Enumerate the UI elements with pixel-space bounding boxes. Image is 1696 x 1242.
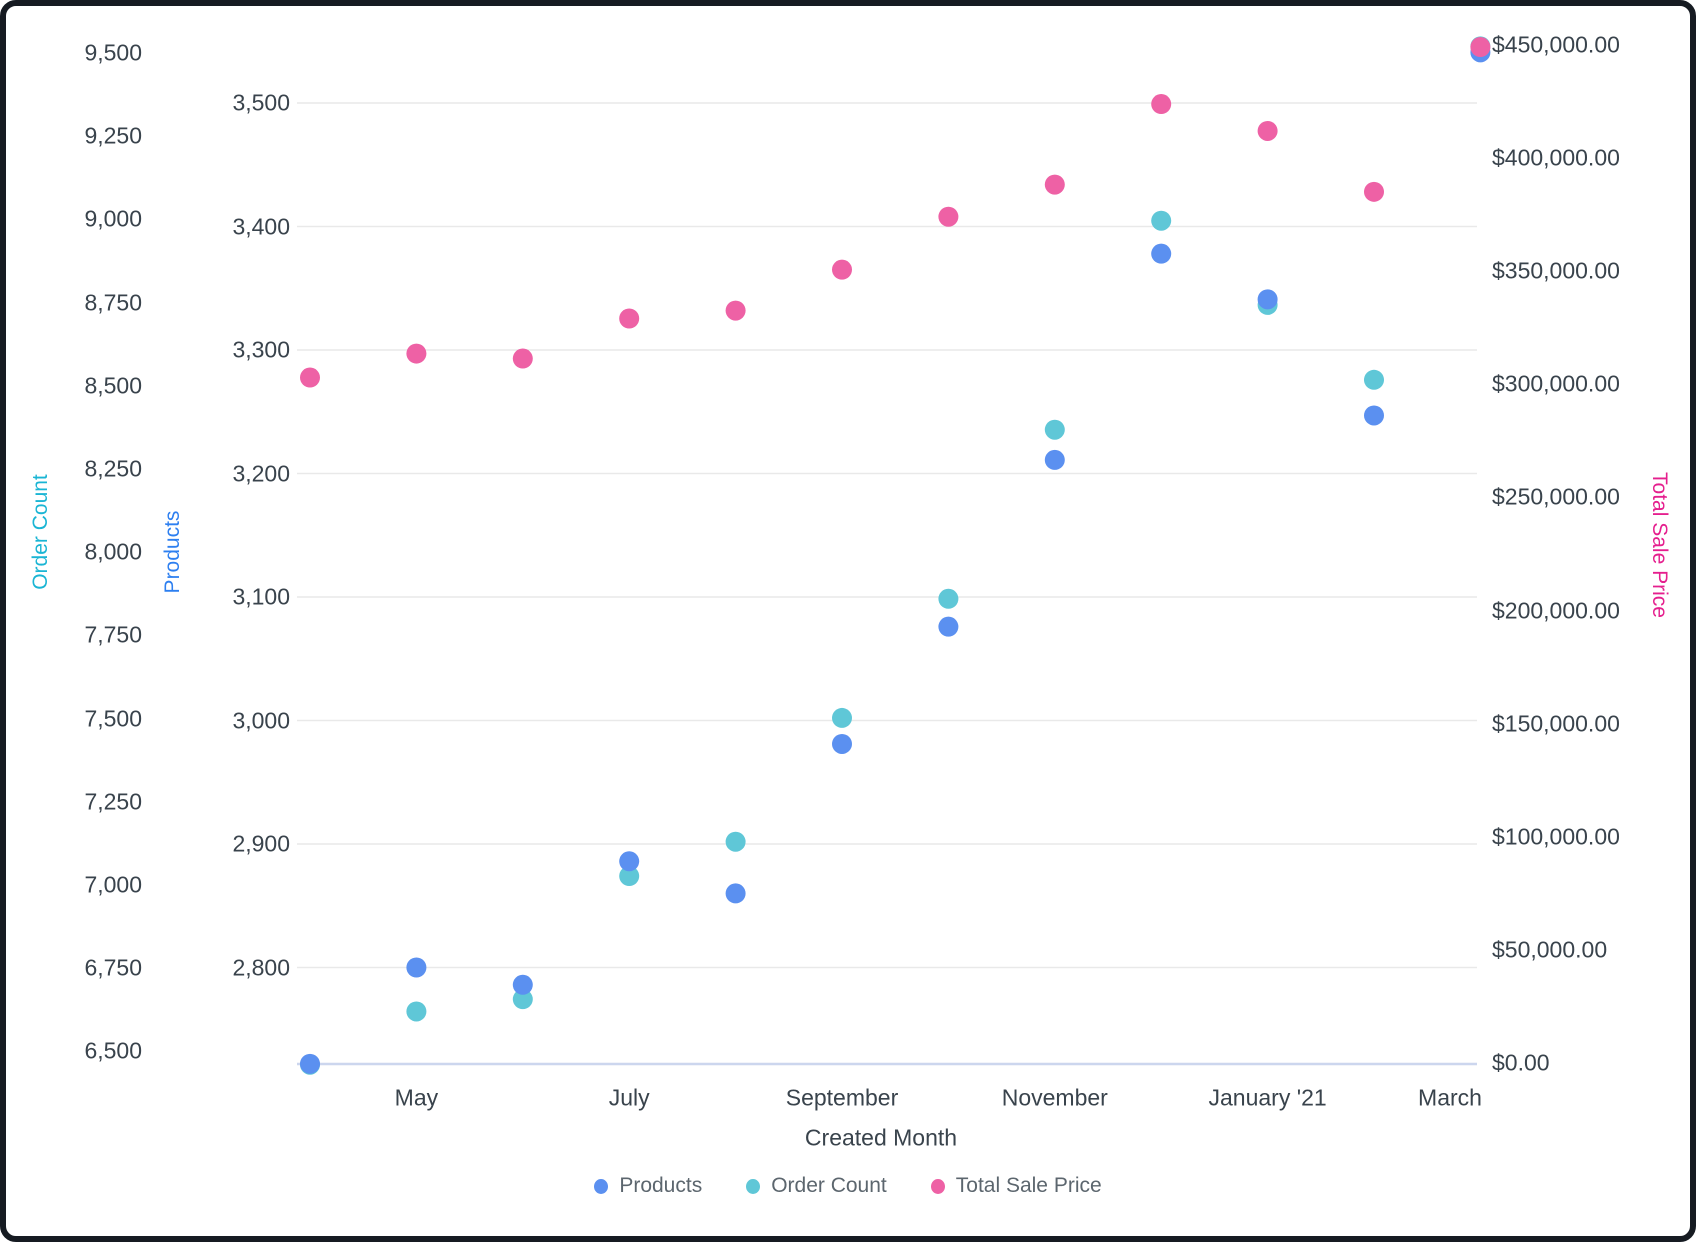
data-point-products-december[interactable] — [1151, 243, 1172, 264]
data-point-products-october[interactable] — [938, 616, 959, 637]
x-axis-title: Created Month — [804, 1124, 958, 1151]
y-tick-order-count: 8,000 — [84, 538, 142, 565]
data-point-order_count-july[interactable] — [619, 866, 640, 887]
x-tick-month: July — [608, 1084, 650, 1111]
data-point-products-july[interactable] — [619, 851, 640, 872]
x-tick-month: May — [394, 1084, 439, 1111]
y-tick-total-sale-price: $50,000.00 — [1492, 936, 1608, 963]
data-point-total_sale_price-april[interactable] — [300, 367, 320, 388]
data-point-total_sale_price-march[interactable] — [1470, 37, 1491, 58]
data-point-order_count-september[interactable] — [832, 707, 852, 728]
data-point-products-february[interactable] — [1364, 405, 1384, 426]
legend-item-products[interactable]: Products — [594, 1174, 702, 1198]
data-point-total_sale_price-may[interactable] — [406, 343, 427, 364]
legend-dot-icon — [746, 1178, 761, 1194]
y-tick-products: 3,200 — [232, 460, 290, 486]
data-point-total_sale_price-january-21[interactable] — [1257, 120, 1278, 141]
y-tick-total-sale-price: $350,000.00 — [1492, 257, 1620, 284]
y-tick-order-count: 9,000 — [84, 205, 142, 232]
legend-label: Order Count — [771, 1174, 887, 1197]
data-point-products-june[interactable] — [512, 974, 533, 995]
y-tick-total-sale-price: $150,000.00 — [1492, 710, 1620, 737]
y-tick-order-count: 9,500 — [84, 39, 142, 66]
y-tick-order-count: 7,000 — [84, 871, 142, 898]
y-tick-order-count: 9,250 — [84, 122, 142, 149]
legend-label: Total Sale Price — [955, 1174, 1102, 1197]
data-point-products-november[interactable] — [1044, 449, 1065, 470]
y-axis-title-products: Products — [161, 510, 184, 594]
data-point-total_sale_price-november[interactable] — [1044, 174, 1065, 195]
y-tick-order-count: 8,750 — [84, 289, 142, 316]
y-tick-total-sale-price: $250,000.00 — [1492, 483, 1620, 510]
data-point-total_sale_price-june[interactable] — [512, 348, 533, 369]
data-point-total_sale_price-october[interactable] — [938, 206, 959, 227]
y-tick-products: 3,500 — [232, 89, 290, 116]
data-point-total_sale_price-december[interactable] — [1151, 94, 1172, 115]
data-point-order_count-february[interactable] — [1364, 369, 1384, 390]
y-tick-total-sale-price: $300,000.00 — [1492, 370, 1620, 397]
legend-label: Products — [619, 1174, 703, 1197]
y-tick-order-count: 7,250 — [84, 788, 142, 815]
legend-item-order-count[interactable]: Order Count — [746, 1174, 887, 1198]
legend-dot-icon — [594, 1178, 609, 1194]
y-axis-title-total-sale-price: Total Sale Price — [1648, 472, 1671, 618]
y-tick-order-count: 7,750 — [84, 621, 142, 648]
y-tick-total-sale-price: $0.00 — [1492, 1049, 1550, 1076]
x-tick-month: November — [1001, 1084, 1108, 1111]
y-tick-products: 3,100 — [232, 583, 290, 610]
data-point-order_count-november[interactable] — [1044, 419, 1065, 440]
x-tick-month: January '21 — [1208, 1084, 1327, 1111]
data-point-products-may[interactable] — [406, 957, 427, 978]
legend: Products Order Count Total Sale Price — [0, 1174, 1696, 1198]
y-tick-order-count: 6,500 — [84, 1037, 142, 1064]
y-tick-order-count: 8,250 — [84, 455, 142, 482]
data-point-order_count-june[interactable] — [512, 989, 533, 1010]
y-tick-products: 2,900 — [232, 830, 290, 857]
y-tick-total-sale-price: $450,000.00 — [1492, 31, 1620, 58]
data-point-order_count-october[interactable] — [938, 588, 959, 609]
y-tick-products: 3,300 — [232, 336, 290, 363]
legend-dot-icon — [930, 1178, 945, 1194]
y-tick-order-count: 6,750 — [84, 954, 142, 981]
data-point-order_count-may[interactable] — [406, 1001, 427, 1022]
y-tick-total-sale-price: $200,000.00 — [1492, 597, 1620, 624]
data-point-order_count-december[interactable] — [1151, 210, 1172, 231]
data-point-total_sale_price-july[interactable] — [619, 308, 640, 329]
y-tick-order-count: 8,500 — [84, 372, 142, 399]
y-tick-total-sale-price: $100,000.00 — [1492, 823, 1620, 850]
data-point-total_sale_price-february[interactable] — [1364, 181, 1384, 202]
x-tick-month: September — [785, 1084, 899, 1111]
y-axis-title-order-count: Order Count — [29, 474, 52, 590]
data-point-products-january-21[interactable] — [1257, 289, 1278, 310]
data-point-products-august[interactable] — [725, 883, 746, 904]
y-tick-total-sale-price: $400,000.00 — [1492, 144, 1620, 171]
y-tick-products: 2,800 — [232, 954, 290, 980]
y-tick-products: 3,000 — [232, 707, 290, 733]
x-tick-month: March — [1418, 1084, 1482, 1111]
y-tick-products: 3,400 — [232, 213, 290, 239]
y-tick-order-count: 7,500 — [84, 705, 142, 732]
data-point-order_count-august[interactable] — [725, 831, 746, 852]
data-point-products-september[interactable] — [832, 733, 852, 754]
data-point-total_sale_price-september[interactable] — [832, 259, 852, 280]
data-point-total_sale_price-august[interactable] — [725, 300, 746, 321]
data-point-products-april[interactable] — [300, 1053, 320, 1074]
legend-item-total-sale-price[interactable]: Total Sale Price — [930, 1174, 1102, 1198]
